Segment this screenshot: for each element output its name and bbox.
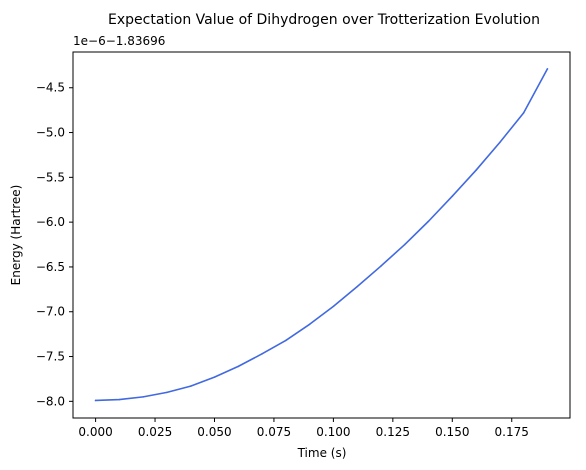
y-tick-label: −7.5 bbox=[36, 350, 65, 364]
x-tick-label: 0.150 bbox=[435, 425, 469, 439]
x-tick-label: 0.050 bbox=[197, 425, 231, 439]
data-point bbox=[403, 243, 406, 246]
data-point bbox=[475, 169, 477, 171]
y-tick-label: −4.5 bbox=[36, 81, 65, 95]
x-tick-label: 0.000 bbox=[78, 425, 112, 439]
x-tick-label: 0.125 bbox=[376, 425, 410, 439]
y-tick-label: −6.0 bbox=[36, 215, 65, 229]
data-point bbox=[94, 399, 97, 402]
data-point bbox=[380, 265, 382, 267]
y-tick-label: −6.5 bbox=[36, 260, 65, 274]
data-point bbox=[285, 339, 287, 342]
series-line bbox=[94, 68, 549, 402]
data-point bbox=[356, 285, 358, 288]
y-axis-label: Energy (Hartree) bbox=[9, 185, 23, 286]
x-axis-label: Time (s) bbox=[297, 446, 347, 460]
x-tick-label: 0.025 bbox=[138, 425, 172, 439]
y-tick-label: −8.0 bbox=[36, 394, 65, 408]
data-point bbox=[522, 112, 525, 114]
y-tick-label: −5.0 bbox=[36, 126, 65, 140]
data-point bbox=[189, 385, 192, 387]
chart-title: Expectation Value of Dihydrogen over Tro… bbox=[108, 12, 540, 28]
offset-text: 1e−6−1.83696 bbox=[73, 34, 165, 48]
data-point bbox=[308, 323, 311, 326]
plot-area: 0.000 0.025 0.050 0.075 0.100 0.125 0.150 0.175… bbox=[36, 68, 549, 439]
data-point bbox=[237, 365, 240, 368]
data-point bbox=[546, 68, 549, 70]
x-tick-label: 0.175 bbox=[495, 425, 529, 439]
data-point bbox=[142, 396, 144, 398]
data-point bbox=[451, 195, 454, 197]
data-point bbox=[499, 141, 501, 144]
x-tick-label: 0.100 bbox=[316, 425, 350, 439]
data-point bbox=[261, 353, 263, 355]
x-tick-label: 0.075 bbox=[257, 425, 291, 439]
data-point bbox=[427, 220, 430, 223]
plot-frame bbox=[72, 51, 571, 419]
y-tick-label: −5.5 bbox=[36, 170, 65, 184]
y-tick-label: −7.0 bbox=[36, 305, 65, 319]
data-point bbox=[332, 305, 335, 308]
data-point bbox=[118, 398, 121, 401]
data-point bbox=[213, 376, 216, 378]
data-point bbox=[166, 391, 168, 394]
